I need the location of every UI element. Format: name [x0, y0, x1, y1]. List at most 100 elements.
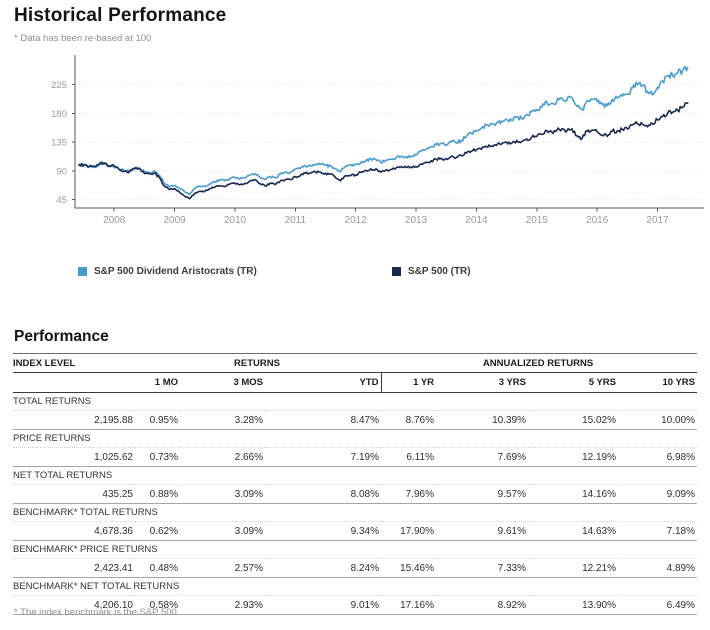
return-value: 17.90%: [381, 521, 437, 541]
return-value: 3.09%: [180, 484, 265, 504]
return-value: 15.46%: [381, 558, 437, 578]
group-header-returns: RETURNS: [135, 353, 382, 373]
section-label-row: BENCHMARK* TOTAL RETURNS: [13, 503, 698, 522]
y-tick-label: 225: [51, 80, 67, 91]
section-value-row: 2,195.88 0.95% 3.28% 8.47% 8.76% 10.39% 15.02%…: [13, 410, 698, 430]
section-value-row: 435.25 0.88% 3.09% 8.08% 7.96% 9.57% 14.16% 9.0…: [13, 484, 698, 504]
index-level-value: 2,423.41: [13, 558, 135, 578]
return-value: 0.58%: [135, 595, 180, 615]
return-value: 9.61%: [436, 521, 529, 541]
x-tick-label: 2010: [224, 215, 247, 226]
section-label-row: BENCHMARK* NET TOTAL RETURNS: [13, 577, 698, 596]
column-header: 5 YRS: [528, 372, 619, 393]
return-value: 6.49%: [618, 595, 698, 615]
index-level-value: 1,025.62: [13, 447, 135, 467]
index-level-value: 4,206.10: [13, 595, 135, 615]
section-label: PRICE RETURNS: [13, 429, 698, 448]
return-value: 8.47%: [265, 410, 382, 430]
return-value: 3.09%: [180, 521, 265, 541]
group-header-annualized-returns: ANNUALIZED RETURNS: [381, 353, 698, 373]
section-value-row: 4,678.36 0.62% 3.09% 9.34% 17.90% 9.61% 14.63%…: [13, 521, 698, 541]
table-group-header-row: INDEX LEVEL RETURNS ANNUALIZED RETURNS: [13, 353, 698, 373]
chart-rebase-note: * Data has been re-based at 100: [14, 33, 152, 44]
section-label-row: TOTAL RETURNS: [13, 392, 698, 411]
return-value: 0.88%: [135, 484, 180, 504]
return-value: 12.19%: [528, 447, 619, 467]
section-label-row: NET TOTAL RETURNS: [13, 466, 698, 485]
column-header-blank: [13, 372, 135, 393]
historical-performance-chart: 45 90 135 180 225 2008 2009 2010 2011 2012 2013 201…: [51, 55, 704, 226]
index-level-value: 435.25: [13, 484, 135, 504]
benchmark-footnote: * The index benchmark is the S&P 500: [14, 607, 177, 618]
y-tick-label: 45: [56, 195, 67, 206]
performance-table: INDEX LEVEL RETURNS ANNUALIZED RETURNS 1…: [13, 353, 698, 615]
legend-label-sp500: S&P 500 (TR): [408, 266, 471, 277]
section-value-row: 4,206.10 0.58% 2.93% 9.01% 17.16% 8.92% 13.90%…: [13, 595, 698, 615]
return-value: 2.93%: [180, 595, 265, 615]
return-value: 3.28%: [180, 410, 265, 430]
x-tick-label: 2016: [586, 215, 609, 226]
legend-item-sp500: S&P 500 (TR): [392, 266, 471, 277]
x-tick-label: 2017: [646, 215, 669, 226]
y-tick-label: 90: [56, 166, 67, 177]
return-value: 12.21%: [528, 558, 619, 578]
column-header: 3 YRS: [436, 372, 529, 393]
section-value-row: 2,423.41 0.48% 2.57% 8.24% 15.46% 7.33% 12.21%…: [13, 558, 698, 578]
return-value: 8.92%: [436, 595, 529, 615]
return-value: 8.08%: [265, 484, 382, 504]
return-value: 2.66%: [180, 447, 265, 467]
table-column-header-row: 1 MO 3 MOS YTD 1 YR 3 YRS 5 YRS 10 YRS: [13, 372, 698, 393]
section-value-row: 1,025.62 0.73% 2.66% 7.19% 6.11% 7.69% 12.19% 6…: [13, 447, 698, 467]
index-level-value: 2,195.88: [13, 410, 135, 430]
return-value: 9.09%: [618, 484, 698, 504]
return-value: 9.34%: [265, 521, 382, 541]
x-tick-label: 2011: [285, 215, 307, 226]
return-value: 9.57%: [436, 484, 529, 504]
return-value: 10.00%: [618, 410, 698, 430]
y-tick-label: 135: [51, 138, 67, 149]
return-value: 15.02%: [528, 410, 619, 430]
return-value: 10.39%: [436, 410, 529, 430]
performance-heading: Performance: [14, 328, 109, 345]
x-tick-label: 2014: [465, 215, 488, 226]
return-value: 7.96%: [381, 484, 437, 504]
return-value: 8.76%: [381, 410, 437, 430]
series-line-0: [78, 65, 689, 196]
return-value: 13.90%: [528, 595, 619, 615]
section-label-row: PRICE RETURNS: [13, 429, 698, 448]
chart-legend: S&P 500 Dividend Aristocrats (TR) S&P 50…: [0, 266, 710, 282]
index-level-value: 4,678.36: [13, 521, 135, 541]
section-label-row: BENCHMARK* PRICE RETURNS: [13, 540, 698, 559]
return-value: 6.11%: [381, 447, 437, 467]
legend-swatch-navy-icon: [392, 267, 401, 276]
return-value: 7.19%: [265, 447, 382, 467]
return-value: 14.16%: [528, 484, 619, 504]
column-header: YTD: [265, 372, 382, 393]
return-value: 14.63%: [528, 521, 619, 541]
column-header: 1 MO: [135, 372, 180, 393]
return-value: 7.33%: [436, 558, 529, 578]
x-tick-label: 2008: [103, 215, 126, 226]
return-value: 0.73%: [135, 447, 180, 467]
section-label: TOTAL RETURNS: [13, 392, 698, 411]
legend-label-dividend-aristocrats: S&P 500 Dividend Aristocrats (TR): [94, 266, 257, 277]
x-tick-label: 2009: [163, 215, 186, 226]
legend-swatch-light-blue-icon: [78, 267, 87, 276]
page-title: Historical Performance: [14, 5, 227, 26]
column-header: 1 YR: [380, 372, 437, 393]
y-tick-label: 180: [51, 109, 67, 120]
return-value: 7.18%: [618, 521, 698, 541]
column-header: 3 MOS: [180, 372, 265, 393]
return-value: 0.62%: [135, 521, 180, 541]
return-value: 9.01%: [265, 595, 382, 615]
section-label: BENCHMARK* TOTAL RETURNS: [13, 503, 698, 522]
return-value: 0.48%: [135, 558, 180, 578]
section-label: BENCHMARK* NET TOTAL RETURNS: [13, 577, 698, 596]
return-value: 0.95%: [135, 410, 180, 430]
x-tick-label: 2012: [345, 215, 368, 226]
return-value: 6.98%: [618, 447, 698, 467]
return-value: 17.16%: [381, 595, 437, 615]
section-label: NET TOTAL RETURNS: [13, 466, 698, 485]
return-value: 7.69%: [436, 447, 529, 467]
series-line-1: [78, 102, 689, 200]
